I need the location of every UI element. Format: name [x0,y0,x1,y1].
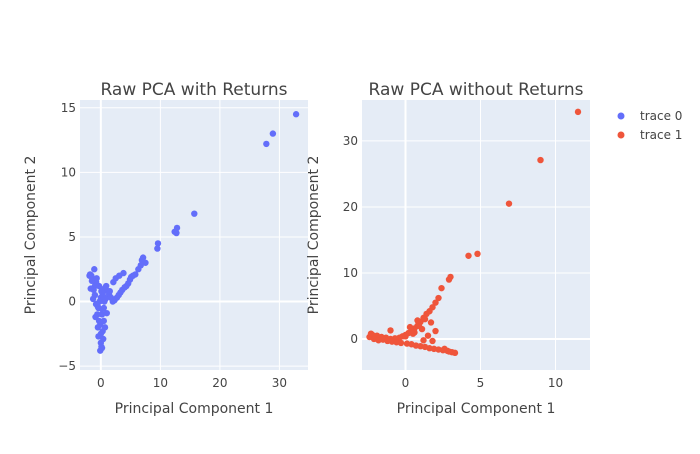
y-tick-label: 0 [350,332,358,346]
subplot-2-y-label: Principal Component 2 [306,156,322,315]
data-point[interactable] [91,291,99,299]
data-point[interactable] [445,348,453,355]
data-point[interactable] [427,319,435,326]
data-point[interactable] [100,304,108,312]
data-point[interactable] [438,284,445,292]
data-point[interactable] [106,287,113,295]
y-tick-label: −5 [58,359,76,373]
y-tick-label: 0 [68,295,76,309]
data-point[interactable] [97,330,105,338]
x-tick-label: 10 [548,376,563,390]
data-point[interactable] [138,256,146,264]
data-point[interactable] [87,285,94,292]
data-point[interactable] [432,299,439,306]
data-point[interactable] [432,327,439,335]
subplot-without-returns: 0 5 10 0 10 20 30 Raw PCA without Returns Pri… [306,80,590,417]
data-point[interactable] [120,269,127,277]
subplot-with-returns: 0 10 20 30 −5 0 5 10 15 Raw PCA with Returns Pr… [23,80,308,417]
data-point[interactable] [424,332,432,339]
y-tick-label: 30 [343,134,358,148]
data-point[interactable] [269,130,277,137]
legend-label-trace-1: trace 1 [640,128,682,142]
data-point[interactable] [406,323,414,331]
data-point[interactable] [409,330,417,337]
subplot-2-title: Raw PCA without Returns [369,80,584,100]
data-point[interactable] [98,287,105,295]
data-point[interactable] [263,140,270,148]
legend-marker-trace-0 [617,112,625,120]
data-point[interactable] [367,330,375,337]
data-point[interactable] [93,275,100,282]
y-tick-label: 10 [343,266,358,280]
x-tick-label: 0 [97,376,105,390]
x-tick-label: 20 [212,376,227,390]
data-point[interactable] [91,266,98,273]
data-point[interactable] [154,240,162,247]
data-point[interactable] [171,228,178,235]
data-point[interactable] [537,156,544,164]
data-point[interactable] [154,245,161,252]
y-tick-label: 20 [343,200,358,214]
subplot-1-y-label: Principal Component 2 [23,156,39,315]
data-point[interactable] [292,111,300,118]
subplot-1-title: Raw PCA with Returns [100,80,287,100]
data-point[interactable] [92,300,100,308]
y-tick-label: 15 [61,101,76,115]
x-tick-label: 5 [477,376,485,390]
data-point[interactable] [98,343,105,350]
data-point[interactable] [445,276,453,283]
data-point[interactable] [465,252,472,259]
x-tick-label: 0 [402,376,410,390]
plot-area-1 [80,100,308,370]
data-point[interactable] [574,108,582,116]
legend-label-trace-0: trace 0 [640,109,682,123]
data-point[interactable] [397,339,405,347]
data-point[interactable] [420,337,427,344]
x-tick-label: 10 [153,376,168,390]
legend[interactable]: trace 0 trace 1 [617,109,683,142]
data-point[interactable] [451,349,459,357]
subplot-1-x-label: Principal Component 1 [115,401,274,417]
data-point[interactable] [95,282,103,290]
y-tick-label: 10 [61,165,76,179]
x-tick-label: 30 [272,376,287,390]
data-point[interactable] [101,324,109,331]
data-point[interactable] [100,317,108,325]
data-point[interactable] [94,324,102,331]
data-point[interactable] [414,317,421,324]
data-point[interactable] [135,266,142,273]
data-point[interactable] [474,250,481,258]
data-point[interactable] [435,294,442,302]
data-point[interactable] [505,200,513,207]
data-point[interactable] [429,337,436,345]
plot-area-2 [362,100,590,370]
data-point[interactable] [102,295,109,303]
data-point[interactable] [95,317,103,325]
data-point[interactable] [86,272,93,279]
y-tick-label: 5 [68,230,76,244]
data-point[interactable] [421,315,429,323]
legend-marker-trace-1 [617,131,625,139]
subplot-2-x-label: Principal Component 1 [397,401,556,417]
data-point[interactable] [402,333,409,340]
data-point[interactable] [415,322,423,329]
legend-item-trace-0[interactable]: trace 0 [617,109,683,123]
data-point[interactable] [100,335,107,343]
data-point[interactable] [98,311,106,318]
data-point[interactable] [88,277,96,285]
data-point[interactable] [191,210,198,217]
data-point[interactable] [387,327,394,334]
legend-item-trace-1[interactable]: trace 1 [617,128,683,142]
